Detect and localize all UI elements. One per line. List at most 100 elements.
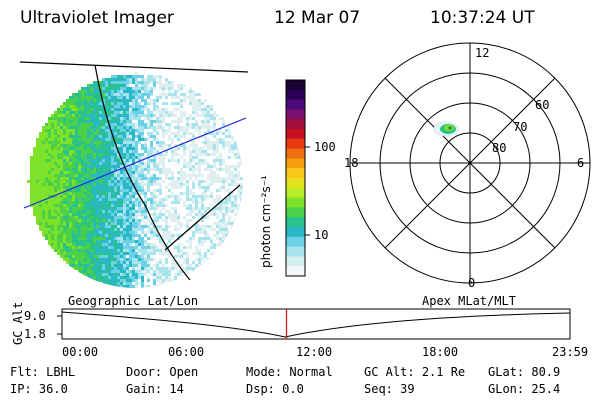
earth-image-pixel — [213, 150, 216, 153]
earth-image-pixel — [177, 177, 180, 180]
earth-image-pixel — [198, 249, 201, 252]
earth-image-pixel — [96, 237, 99, 240]
earth-image-pixel — [195, 174, 198, 177]
earth-image-pixel — [180, 165, 183, 168]
earth-image-pixel — [126, 81, 129, 84]
earth-image-pixel — [93, 249, 96, 252]
earth-image-pixel — [69, 255, 72, 258]
earth-image-pixel — [102, 177, 105, 180]
earth-image-pixel — [153, 165, 156, 168]
earth-image-pixel — [144, 198, 147, 201]
earth-image-pixel — [102, 93, 105, 96]
earth-image-pixel — [33, 153, 36, 156]
earth-image-pixel — [162, 252, 165, 255]
earth-image-pixel — [84, 183, 87, 186]
earth-image-pixel — [162, 234, 165, 237]
earth-image-pixel — [165, 123, 168, 126]
earth-image-pixel — [195, 237, 198, 240]
earth-image-pixel — [117, 198, 120, 201]
earth-image-pixel — [108, 108, 111, 111]
earth-image-pixel — [156, 282, 159, 285]
earth-image-pixel — [162, 153, 165, 156]
earth-image-pixel — [216, 210, 219, 213]
earth-image-pixel — [132, 165, 135, 168]
status-seq: Seq: 39 — [364, 382, 415, 396]
earth-image-pixel — [225, 186, 228, 189]
earth-image-pixel — [213, 111, 216, 114]
earth-image-pixel — [93, 108, 96, 111]
earth-image-pixel — [204, 144, 207, 147]
earth-image-pixel — [90, 162, 93, 165]
earth-image-pixel — [114, 132, 117, 135]
earth-image-pixel — [63, 159, 66, 162]
earth-image-pixel — [237, 204, 240, 207]
earth-image-pixel — [72, 93, 75, 96]
earth-image-pixel — [210, 210, 213, 213]
earth-image-pixel — [111, 204, 114, 207]
earth-image-pixel — [117, 75, 120, 78]
earth-image-pixel — [105, 264, 108, 267]
earth-image-pixel — [147, 234, 150, 237]
earth-image-pixel — [213, 141, 216, 144]
earth-image-pixel — [150, 96, 153, 99]
earth-image-pixel — [132, 90, 135, 93]
earth-image-pixel — [48, 195, 51, 198]
earth-image-pixel — [105, 255, 108, 258]
earth-image-pixel — [228, 168, 231, 171]
earth-image-pixel — [51, 240, 54, 243]
earth-image-pixel — [231, 216, 234, 219]
earth-image-pixel — [63, 189, 66, 192]
earth-image-pixel — [192, 156, 195, 159]
earth-image-pixel — [93, 153, 96, 156]
earth-image-pixel — [78, 222, 81, 225]
earth-image-pixel — [87, 111, 90, 114]
earth-image-pixel — [192, 123, 195, 126]
lat-label-80: 80 — [492, 141, 507, 155]
earth-image-pixel — [117, 153, 120, 156]
earth-image-pixel — [81, 162, 84, 165]
earth-image-pixel — [117, 213, 120, 216]
earth-image-pixel — [120, 219, 123, 222]
earth-image-pixel — [171, 234, 174, 237]
earth-image-pixel — [237, 165, 240, 168]
earth-image-pixel — [201, 174, 204, 177]
earth-image-pixel — [183, 105, 186, 108]
earth-image-pixel — [108, 141, 111, 144]
earth-image-pixel — [51, 204, 54, 207]
earth-image-pixel — [90, 270, 93, 273]
earth-image-pixel — [138, 123, 141, 126]
earth-image-pixel — [123, 132, 126, 135]
earth-image-pixel — [48, 201, 51, 204]
earth-image-pixel — [135, 132, 138, 135]
earth-image-pixel — [210, 108, 213, 111]
earth-image-pixel — [60, 126, 63, 129]
earth-image-pixel — [117, 231, 120, 234]
earth-image-pixel — [153, 267, 156, 270]
earth-image-pixel — [30, 180, 33, 183]
earth-image-pixel — [123, 270, 126, 273]
earth-image-pixel — [180, 114, 183, 117]
earth-image-pixel — [219, 150, 222, 153]
earth-image-pixel — [189, 162, 192, 165]
earth-image-pixel — [99, 228, 102, 231]
earth-image-pixel — [81, 99, 84, 102]
earth-image-pixel — [135, 216, 138, 219]
earth-image-pixel — [33, 186, 36, 189]
earth-image-pixel — [171, 159, 174, 162]
earth-image-pixel — [45, 231, 48, 234]
earth-image-pixel — [51, 129, 54, 132]
earth-image-pixel — [114, 255, 117, 258]
earth-image-pixel — [60, 216, 63, 219]
earth-image-pixel — [216, 219, 219, 222]
earth-image-pixel — [57, 222, 60, 225]
earth-image-pixel — [123, 198, 126, 201]
earth-image-pixel — [168, 180, 171, 183]
earth-image-pixel — [171, 189, 174, 192]
earth-image-pixel — [192, 207, 195, 210]
earth-image-pixel — [81, 210, 84, 213]
earth-image-pixel — [222, 156, 225, 159]
earth-image-pixel — [63, 165, 66, 168]
earth-image-pixel — [129, 102, 132, 105]
earth-image-pixel — [192, 165, 195, 168]
earth-image-pixel — [90, 108, 93, 111]
